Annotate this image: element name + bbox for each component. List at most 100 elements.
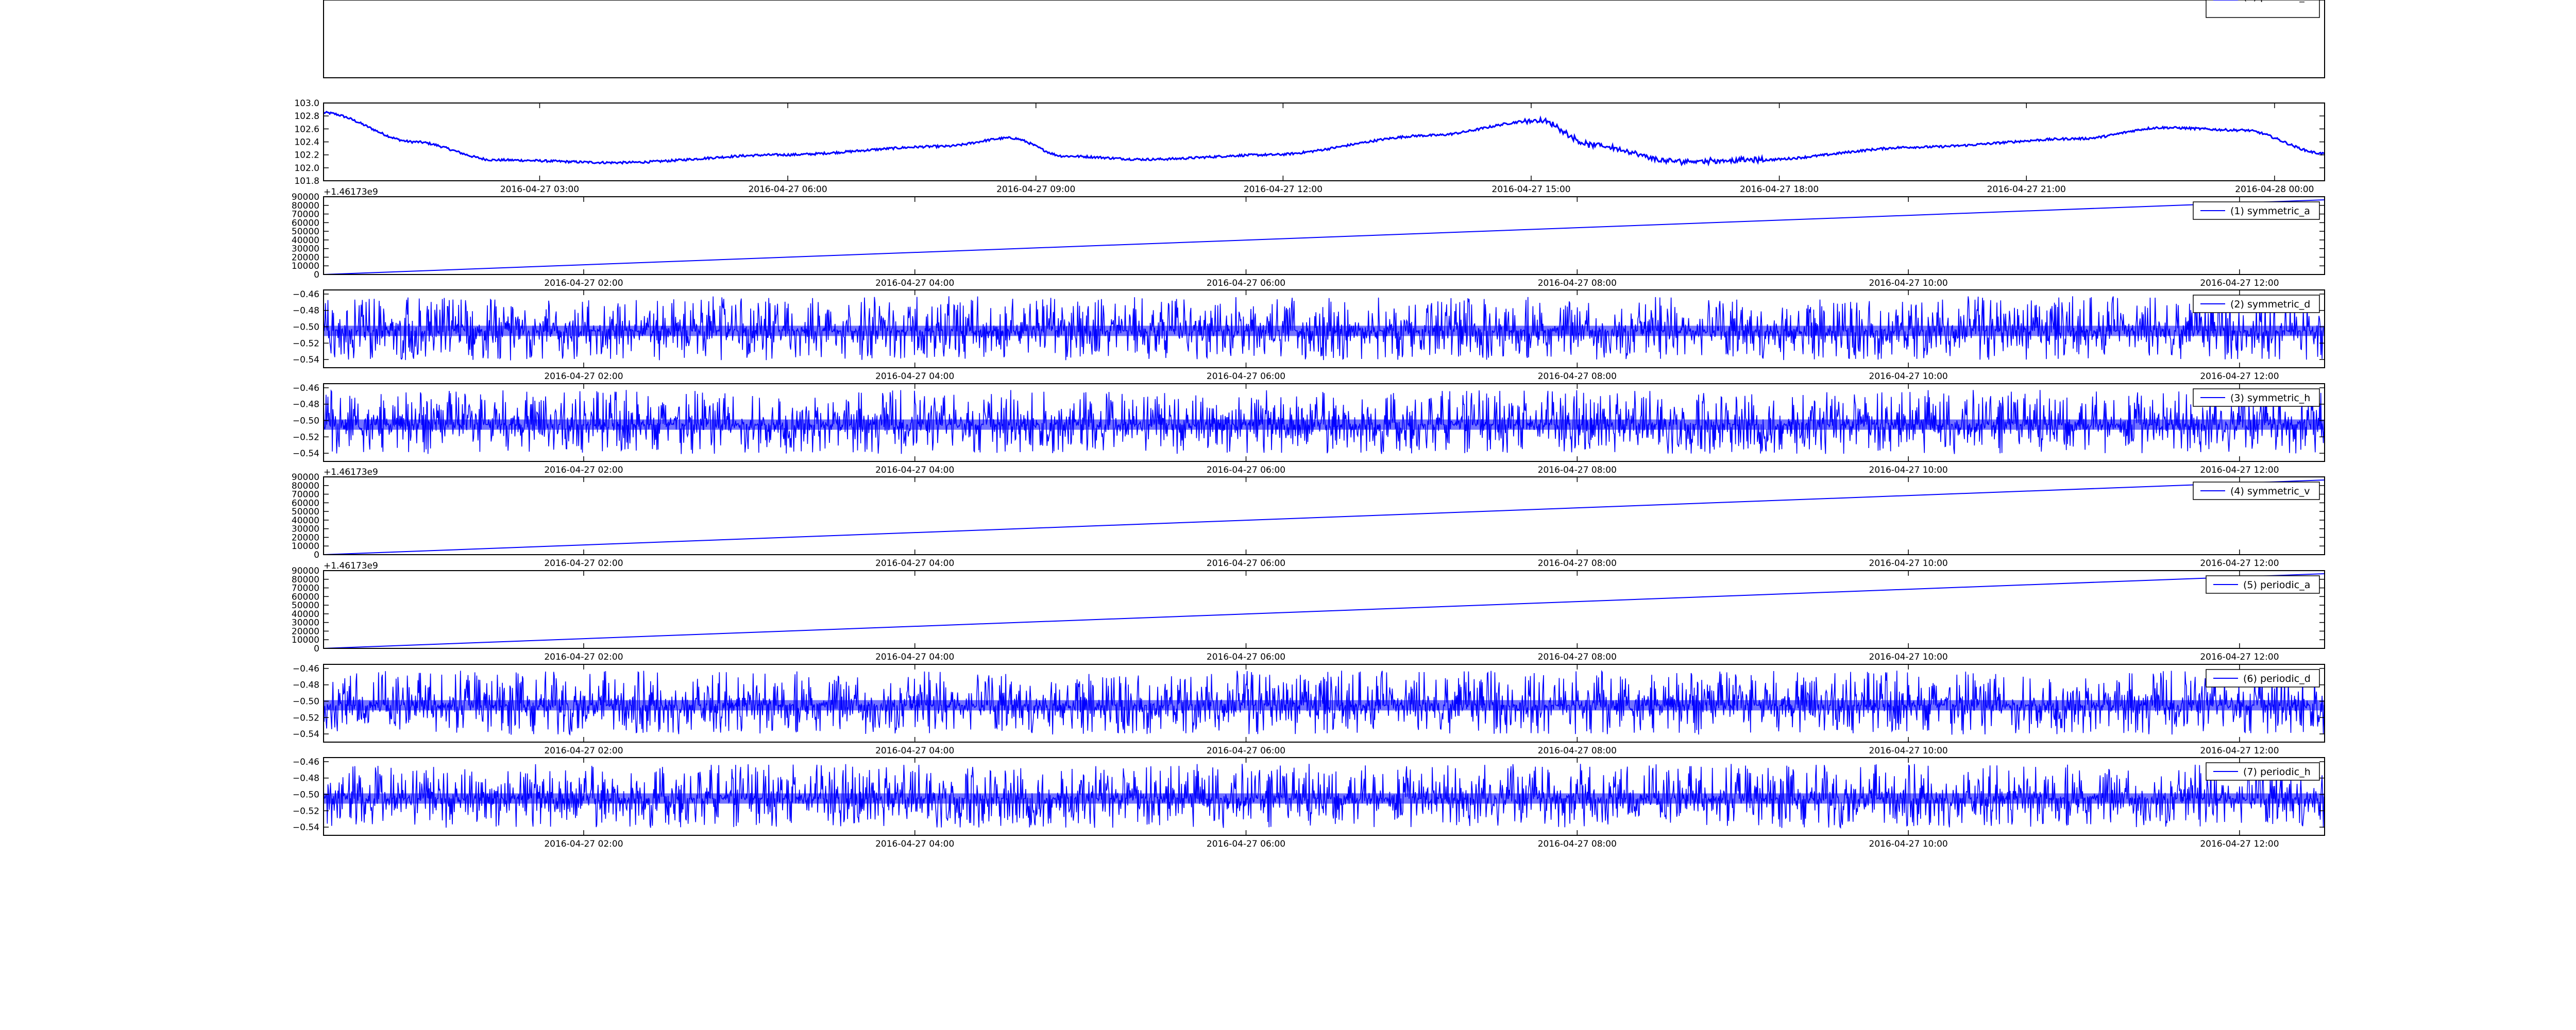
x-tick-label: 2016-04-27 08:00 — [1538, 0, 1617, 3]
chart-panel-3: −0.54 −0.52 −0.50 −0.48 −0.46 2016-04-27 02:0… — [293, 289, 2325, 382]
y-tick-label: 70000 — [292, 0, 319, 3]
x-tick-label: 2016-04-27 08:00 — [1538, 465, 1617, 475]
y-tick-label: −0.50 — [293, 322, 319, 333]
axes-frame-8 — [323, 757, 2325, 836]
legend-label: (4) symmetric_v — [2230, 486, 2310, 497]
axes-frame-5 — [323, 476, 2325, 555]
y-offset-label: +1.46173e9 — [324, 561, 378, 571]
x-tick-label: 2016-04-27 08:00 — [1538, 746, 1617, 756]
y-tick-label: 102.6 — [294, 124, 319, 134]
y-tick-label: −0.46 — [293, 664, 319, 674]
x-tick-label: 2016-04-27 02:00 — [544, 746, 623, 756]
y-tick-label: 40000 — [292, 235, 319, 246]
series-line-8 — [323, 764, 2325, 829]
x-tick-label: 2016-04-27 12:00 — [2200, 839, 2279, 849]
legend-3: (2) symmetric_d — [2193, 295, 2320, 313]
chart-panel-1: 101.8 102.0 102.2 102.4 102.6 102.8 103.0 2016-… — [294, 98, 2325, 195]
y-tick-label: 101.8 — [294, 176, 319, 186]
series-line-1 — [323, 111, 2325, 167]
x-tick-label: 2016-04-27 12:00 — [2200, 278, 2279, 288]
x-tick-label: 2016-04-27 04:00 — [875, 839, 954, 849]
y-tick-label: −0.48 — [293, 306, 319, 316]
chart-panel-7: −0.54 −0.52 −0.50 −0.48 −0.46 2016-04-27 02:0… — [293, 664, 2325, 756]
y-tick-label: 10000 — [292, 635, 319, 645]
y-tick-label: 40000 — [292, 516, 319, 526]
x-tick-label: 2016-04-27 06:00 — [1207, 558, 1285, 569]
y-tick-label: 10000 — [292, 541, 319, 552]
y-tick-label: 80000 — [292, 0, 319, 3]
y-tick-label: −0.48 — [293, 774, 319, 784]
y-tick-label: −0.54 — [293, 729, 319, 740]
y-tick-label: 20000 — [292, 252, 319, 263]
x-tick-label: 2016-04-27 12:00 — [2200, 558, 2279, 569]
x-tick-label: 2016-04-27 06:00 — [1207, 371, 1285, 382]
chart-panel-6: 0100002000030000400005000060000700008000… — [292, 561, 2325, 662]
legend-4: (3) symmetric_h — [2193, 388, 2320, 407]
legend-label: (8) periodic_v — [2243, 0, 2310, 3]
x-tick-label: 2016-04-27 10:00 — [1869, 558, 1948, 569]
y-tick-label: 90000 — [292, 0, 319, 3]
y-offset-label: +1.46173e9 — [324, 467, 378, 477]
y-tick-label: 20000 — [292, 0, 319, 3]
series-dense-band-3 — [324, 325, 2325, 336]
x-tick-label: 2016-04-27 12:00 — [2200, 371, 2279, 382]
series-line-6 — [323, 573, 2325, 649]
x-tick-label: 2016-04-27 04:00 — [875, 746, 954, 756]
y-tick-label: 80000 — [292, 481, 319, 491]
x-tick-label: 2016-04-27 04:00 — [875, 371, 954, 382]
y-tick-label: 30000 — [292, 244, 319, 254]
y-tick-label: −0.50 — [293, 697, 319, 707]
axes-frame-2 — [323, 196, 2325, 275]
y-tick-label: 30000 — [292, 618, 319, 628]
x-tick-label: 2016-04-27 12:00 — [2200, 465, 2279, 475]
legend-box — [2193, 388, 2320, 407]
series-line-7 — [323, 670, 2325, 736]
y-tick-label: −0.52 — [293, 432, 319, 442]
x-tick-label: 2016-04-28 00:00 — [2235, 184, 2314, 195]
legend-7: (6) periodic_d — [2206, 669, 2320, 688]
x-tick-label: 2016-04-27 04:00 — [875, 558, 954, 569]
y-tick-label: 0 — [314, 0, 319, 3]
y-tick-label: 10000 — [292, 0, 319, 3]
y-tick-label: 102.2 — [294, 150, 319, 161]
chart-panel-2: 0100002000030000400005000060000700008000… — [292, 187, 2325, 288]
legend-6: (5) periodic_a — [2206, 575, 2320, 594]
chart-panel-4: −0.54 −0.52 −0.50 −0.48 −0.46 2016-04-27 02:0… — [293, 383, 2325, 475]
y-tick-label: 10000 — [292, 261, 319, 271]
legend-label: (2) symmetric_d — [2230, 299, 2310, 310]
x-tick-label: 2016-04-27 09:00 — [996, 184, 1075, 195]
x-tick-label: 2016-04-27 02:00 — [544, 465, 623, 475]
x-tick-label: 2016-04-27 02:00 — [544, 0, 623, 3]
y-tick-label: 60000 — [292, 592, 319, 602]
y-tick-label: 60000 — [292, 0, 319, 3]
x-tick-label: 2016-04-27 04:00 — [875, 652, 954, 662]
legend-label: (3) symmetric_h — [2230, 392, 2310, 404]
legend-box — [2206, 0, 2320, 18]
x-tick-label: 2016-04-27 08:00 — [1538, 652, 1617, 662]
y-offset-label: +1.46173e9 — [324, 187, 378, 197]
y-tick-label: 30000 — [292, 524, 319, 535]
x-tick-label: 2016-04-27 02:00 — [544, 558, 623, 569]
legend-8: (7) periodic_h — [2206, 762, 2320, 781]
series-line-4 — [323, 389, 2325, 454]
y-tick-label: 80000 — [292, 201, 319, 211]
y-tick-label: −0.46 — [293, 383, 319, 393]
x-tick-label: 2016-04-27 18:00 — [1740, 184, 1819, 195]
chart-panel-5: 0100002000030000400005000060000700008000… — [292, 467, 2325, 569]
x-tick-label: 2016-04-27 12:00 — [2200, 746, 2279, 756]
y-tick-label: −0.46 — [293, 289, 319, 300]
y-tick-label: 50000 — [292, 507, 319, 517]
y-tick-label: −0.48 — [293, 400, 319, 410]
legend-5: (4) symmetric_v — [2193, 482, 2320, 500]
x-tick-label: 2016-04-27 02:00 — [544, 652, 623, 662]
x-tick-label: 2016-04-27 03:00 — [500, 184, 579, 195]
series-line-5 — [323, 479, 2325, 555]
y-tick-label: 60000 — [292, 218, 319, 228]
y-tick-label: 70000 — [292, 583, 319, 594]
series-line-2 — [323, 199, 2325, 275]
x-tick-label: 2016-04-27 04:00 — [875, 465, 954, 475]
x-tick-label: 2016-04-27 08:00 — [1538, 839, 1617, 849]
y-tick-label: 90000 — [292, 566, 319, 576]
y-tick-label: 50000 — [292, 227, 319, 237]
legend-9: (8) periodic_v — [2206, 0, 2320, 18]
